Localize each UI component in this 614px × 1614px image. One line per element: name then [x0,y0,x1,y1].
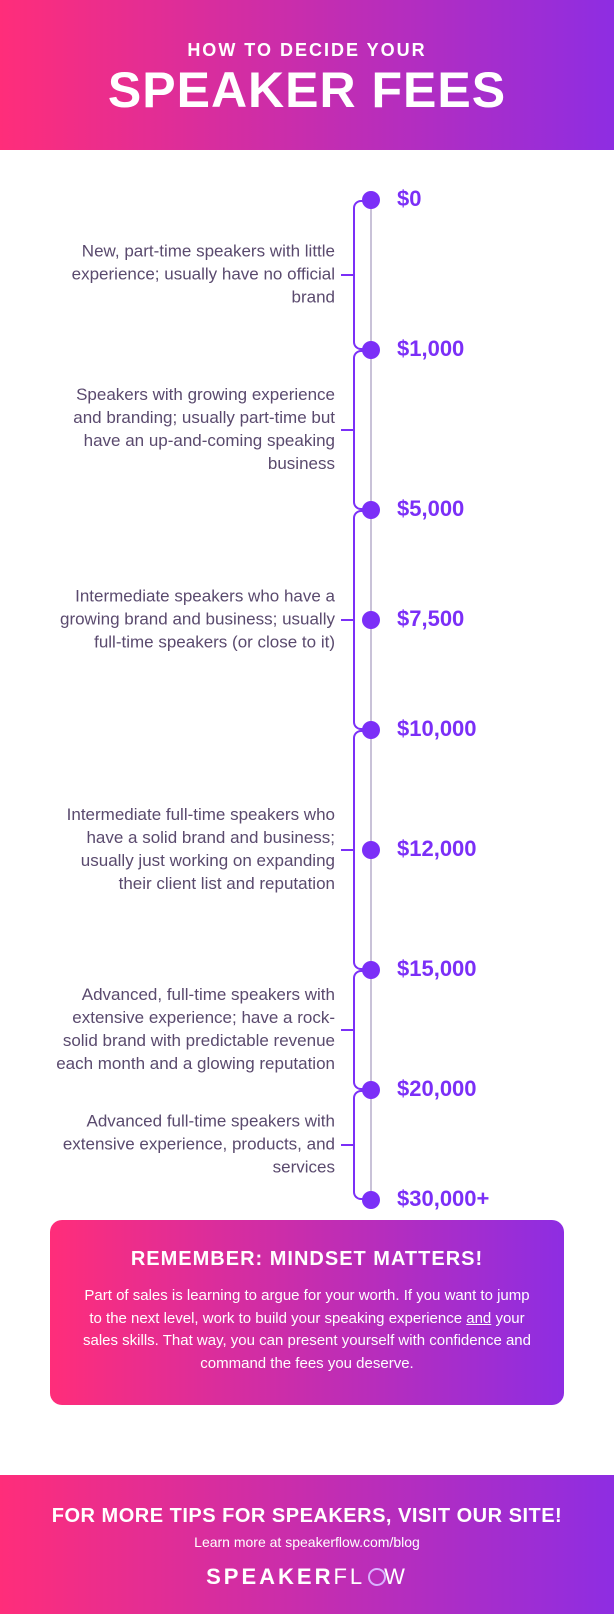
range-bracket [353,350,371,510]
header: HOW TO DECIDE YOUR SPEAKER FEES [0,0,614,150]
price-label: $10,000 [397,716,477,742]
price-label: $7,500 [397,606,464,632]
spacer [0,1435,614,1475]
range-bracket [353,1090,371,1200]
callout-box: REMEMBER: MINDSET MATTERS! Part of sales… [50,1220,564,1405]
logo-left: SPEAKER [206,1564,333,1589]
price-label: $20,000 [397,1076,477,1102]
header-subtitle: HOW TO DECIDE YOUR [20,40,594,61]
range-bracket [353,510,371,730]
callout-text-underline: and [466,1310,491,1327]
range-bracket [353,200,371,350]
tier-description: Advanced, full-time speakers with extens… [45,984,335,1076]
price-label: $5,000 [397,496,464,522]
range-bracket [353,730,371,970]
tier-description: Intermediate full-time speakers who have… [45,804,335,896]
tier-description: Intermediate speakers who have a growing… [45,586,335,655]
range-bracket [353,970,371,1090]
header-title: SPEAKER FEES [20,65,594,115]
footer-learn: Learn more at speakerflow.com/blog [20,1534,594,1550]
footer: FOR MORE TIPS FOR SPEAKERS, VISIT OUR SI… [0,1475,614,1614]
callout-title: REMEMBER: MINDSET MATTERS! [80,1248,534,1271]
fee-timeline: $0$1,000$5,000$7,500$10,000$12,000$15,00… [25,190,589,1210]
tier-description: New, part-time speakers with little expe… [45,241,335,310]
price-label: $30,000+ [397,1186,489,1212]
tier-description: Advanced full-time speakers with extensi… [45,1111,335,1180]
callout-body: Part of sales is learning to argue for y… [80,1285,534,1375]
price-label: $12,000 [397,836,477,862]
callout-text-pre: Part of sales is learning to argue for y… [84,1287,529,1327]
price-label: $15,000 [397,956,477,982]
footer-logo: SPEAKERFL W [20,1564,594,1590]
price-label: $1,000 [397,336,464,362]
logo-right: FL [333,1564,365,1589]
price-label: $0 [397,186,421,212]
footer-cta: FOR MORE TIPS FOR SPEAKERS, VISIT OUR SI… [20,1505,594,1528]
content-area: $0 $1,000 $5,000 $7,500 $10,000 $12,000 $15,00… [0,150,614,1435]
tier-description: Speakers with growing experience and bra… [45,384,335,476]
logo-right2: W [384,1564,408,1589]
